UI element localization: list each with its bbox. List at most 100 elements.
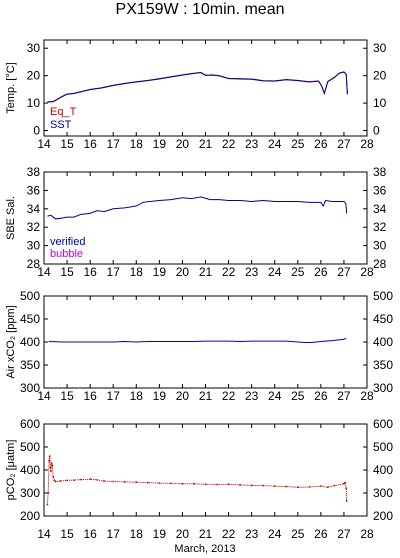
x-tick-label: 19 <box>153 265 167 279</box>
y-tick-label-left: 30 <box>27 41 41 55</box>
x-tick-label: 16 <box>83 527 97 541</box>
y-tick-label-right: 300 <box>373 486 393 500</box>
x-tick-label: 15 <box>60 137 74 151</box>
x-tick-label: 26 <box>314 527 328 541</box>
y-tick-label-left: 500 <box>20 289 40 303</box>
x-tick-label: 17 <box>107 527 121 541</box>
y-tick-label-left: 450 <box>20 312 40 326</box>
x-tick-label: 22 <box>222 527 236 541</box>
y-tick-label-right: 500 <box>373 289 393 303</box>
x-tick-label: 17 <box>107 265 121 279</box>
air-xco2-series <box>48 337 347 343</box>
x-tick-label: 21 <box>199 389 213 403</box>
x-tick-label: 14 <box>37 137 51 151</box>
air-xco2-plot-frame <box>43 295 368 389</box>
x-tick-label: 24 <box>268 389 282 403</box>
y-tick-label-left: 300 <box>20 486 40 500</box>
y-tick-label-right: 400 <box>373 463 393 477</box>
series-line <box>47 71 348 103</box>
y-tick-label-left: 36 <box>27 183 41 197</box>
y-tick-label-left: 600 <box>20 417 40 431</box>
legend-verified: verified <box>50 236 85 248</box>
x-tick-label: 21 <box>199 137 213 151</box>
x-tick-label: 25 <box>291 389 305 403</box>
x-tick-label: 27 <box>337 389 351 403</box>
y-tick-label-left: 34 <box>27 202 41 216</box>
x-tick-label: 22 <box>222 389 236 403</box>
series-line <box>47 196 348 220</box>
x-tick-label: 27 <box>337 527 351 541</box>
y-tick-label-left: 30 <box>27 239 41 253</box>
x-tick-label: 14 <box>37 389 51 403</box>
x-tick-label: 26 <box>314 265 328 279</box>
x-tick-label: 23 <box>245 137 259 151</box>
salinity-plot-frame <box>43 171 368 265</box>
pco2-panel: 14 15 16 17 18 19 20 21 22 23 24 25 26 27 28 200 200 300 3… <box>5 417 393 541</box>
y-tick-label-right: 350 <box>373 358 393 372</box>
y-tick-label-right: 20 <box>373 69 387 83</box>
x-tick-label: 19 <box>153 527 167 541</box>
x-tick-label: 26 <box>314 389 328 403</box>
pco2-plot-frame <box>43 423 368 517</box>
y-tick-label-left: 10 <box>27 96 41 110</box>
x-tick-label: 22 <box>222 137 236 151</box>
temp-series <box>47 71 348 103</box>
y-tick-label-left: 300 <box>20 381 40 395</box>
x-tick-label: 18 <box>130 389 144 403</box>
x-tick-label: 15 <box>60 265 74 279</box>
x-tick-label: 26 <box>314 137 328 151</box>
y-tick-label-right: 28 <box>373 257 387 271</box>
x-tick-label: 14 <box>37 265 51 279</box>
y-tick-label-right: 32 <box>373 220 387 234</box>
x-tick-label: 16 <box>83 137 97 151</box>
y-tick-label-right: 34 <box>373 202 387 216</box>
y-tick-label-left: 400 <box>20 463 40 477</box>
x-tick-label: 18 <box>130 265 144 279</box>
temp-plot-frame <box>43 39 368 137</box>
x-tick-label: 24 <box>268 265 282 279</box>
x-tick-label: 23 <box>245 389 259 403</box>
pco2-ylabel: pCO₂ [μatm] <box>5 440 17 501</box>
x-tick-label: 24 <box>268 137 282 151</box>
y-tick-label-right: 0 <box>373 124 380 138</box>
x-tick-label: 21 <box>199 265 213 279</box>
y-tick-label-left: 38 <box>27 165 41 179</box>
y-tick-label-right: 300 <box>373 381 393 395</box>
pco2-ticks: 14 15 16 17 18 19 20 21 22 23 24 25 26 27 28 200 200 300 3… <box>20 417 393 541</box>
y-tick-label-right: 400 <box>373 335 393 349</box>
y-tick-label-right: 450 <box>373 312 393 326</box>
x-tick-label: 25 <box>291 527 305 541</box>
x-tick-label: 20 <box>176 389 190 403</box>
x-tick-label: 15 <box>60 527 74 541</box>
temp-ylabel: Temp. [°C] <box>5 62 17 113</box>
x-tick-label: 22 <box>222 265 236 279</box>
series-trace <box>47 456 348 505</box>
y-tick-label-left: 200 <box>20 509 40 523</box>
x-tick-label: 25 <box>291 265 305 279</box>
x-tick-label: 15 <box>60 389 74 403</box>
series-line <box>48 337 347 343</box>
salinity-series <box>47 196 348 220</box>
x-tick-label: 27 <box>337 137 351 151</box>
x-tick-label: 18 <box>130 137 144 151</box>
y-tick-label-right: 30 <box>373 239 387 253</box>
y-tick-label-left: 28 <box>27 257 41 271</box>
x-tick-label: 21 <box>199 527 213 541</box>
y-tick-label-right: 500 <box>373 440 393 454</box>
x-tick-label: 24 <box>268 527 282 541</box>
y-tick-label-left: 400 <box>20 335 40 349</box>
x-tick-label: 27 <box>337 265 351 279</box>
legend-sst: SST <box>50 119 72 131</box>
x-tick-label: 28 <box>360 527 374 541</box>
legend-bubble: bubble <box>50 248 83 260</box>
y-tick-label-left: 20 <box>27 69 41 83</box>
x-tick-label: 28 <box>360 265 374 279</box>
y-tick-label-right: 600 <box>373 417 393 431</box>
x-tick-label: 17 <box>107 389 121 403</box>
x-tick-label: 16 <box>83 389 97 403</box>
